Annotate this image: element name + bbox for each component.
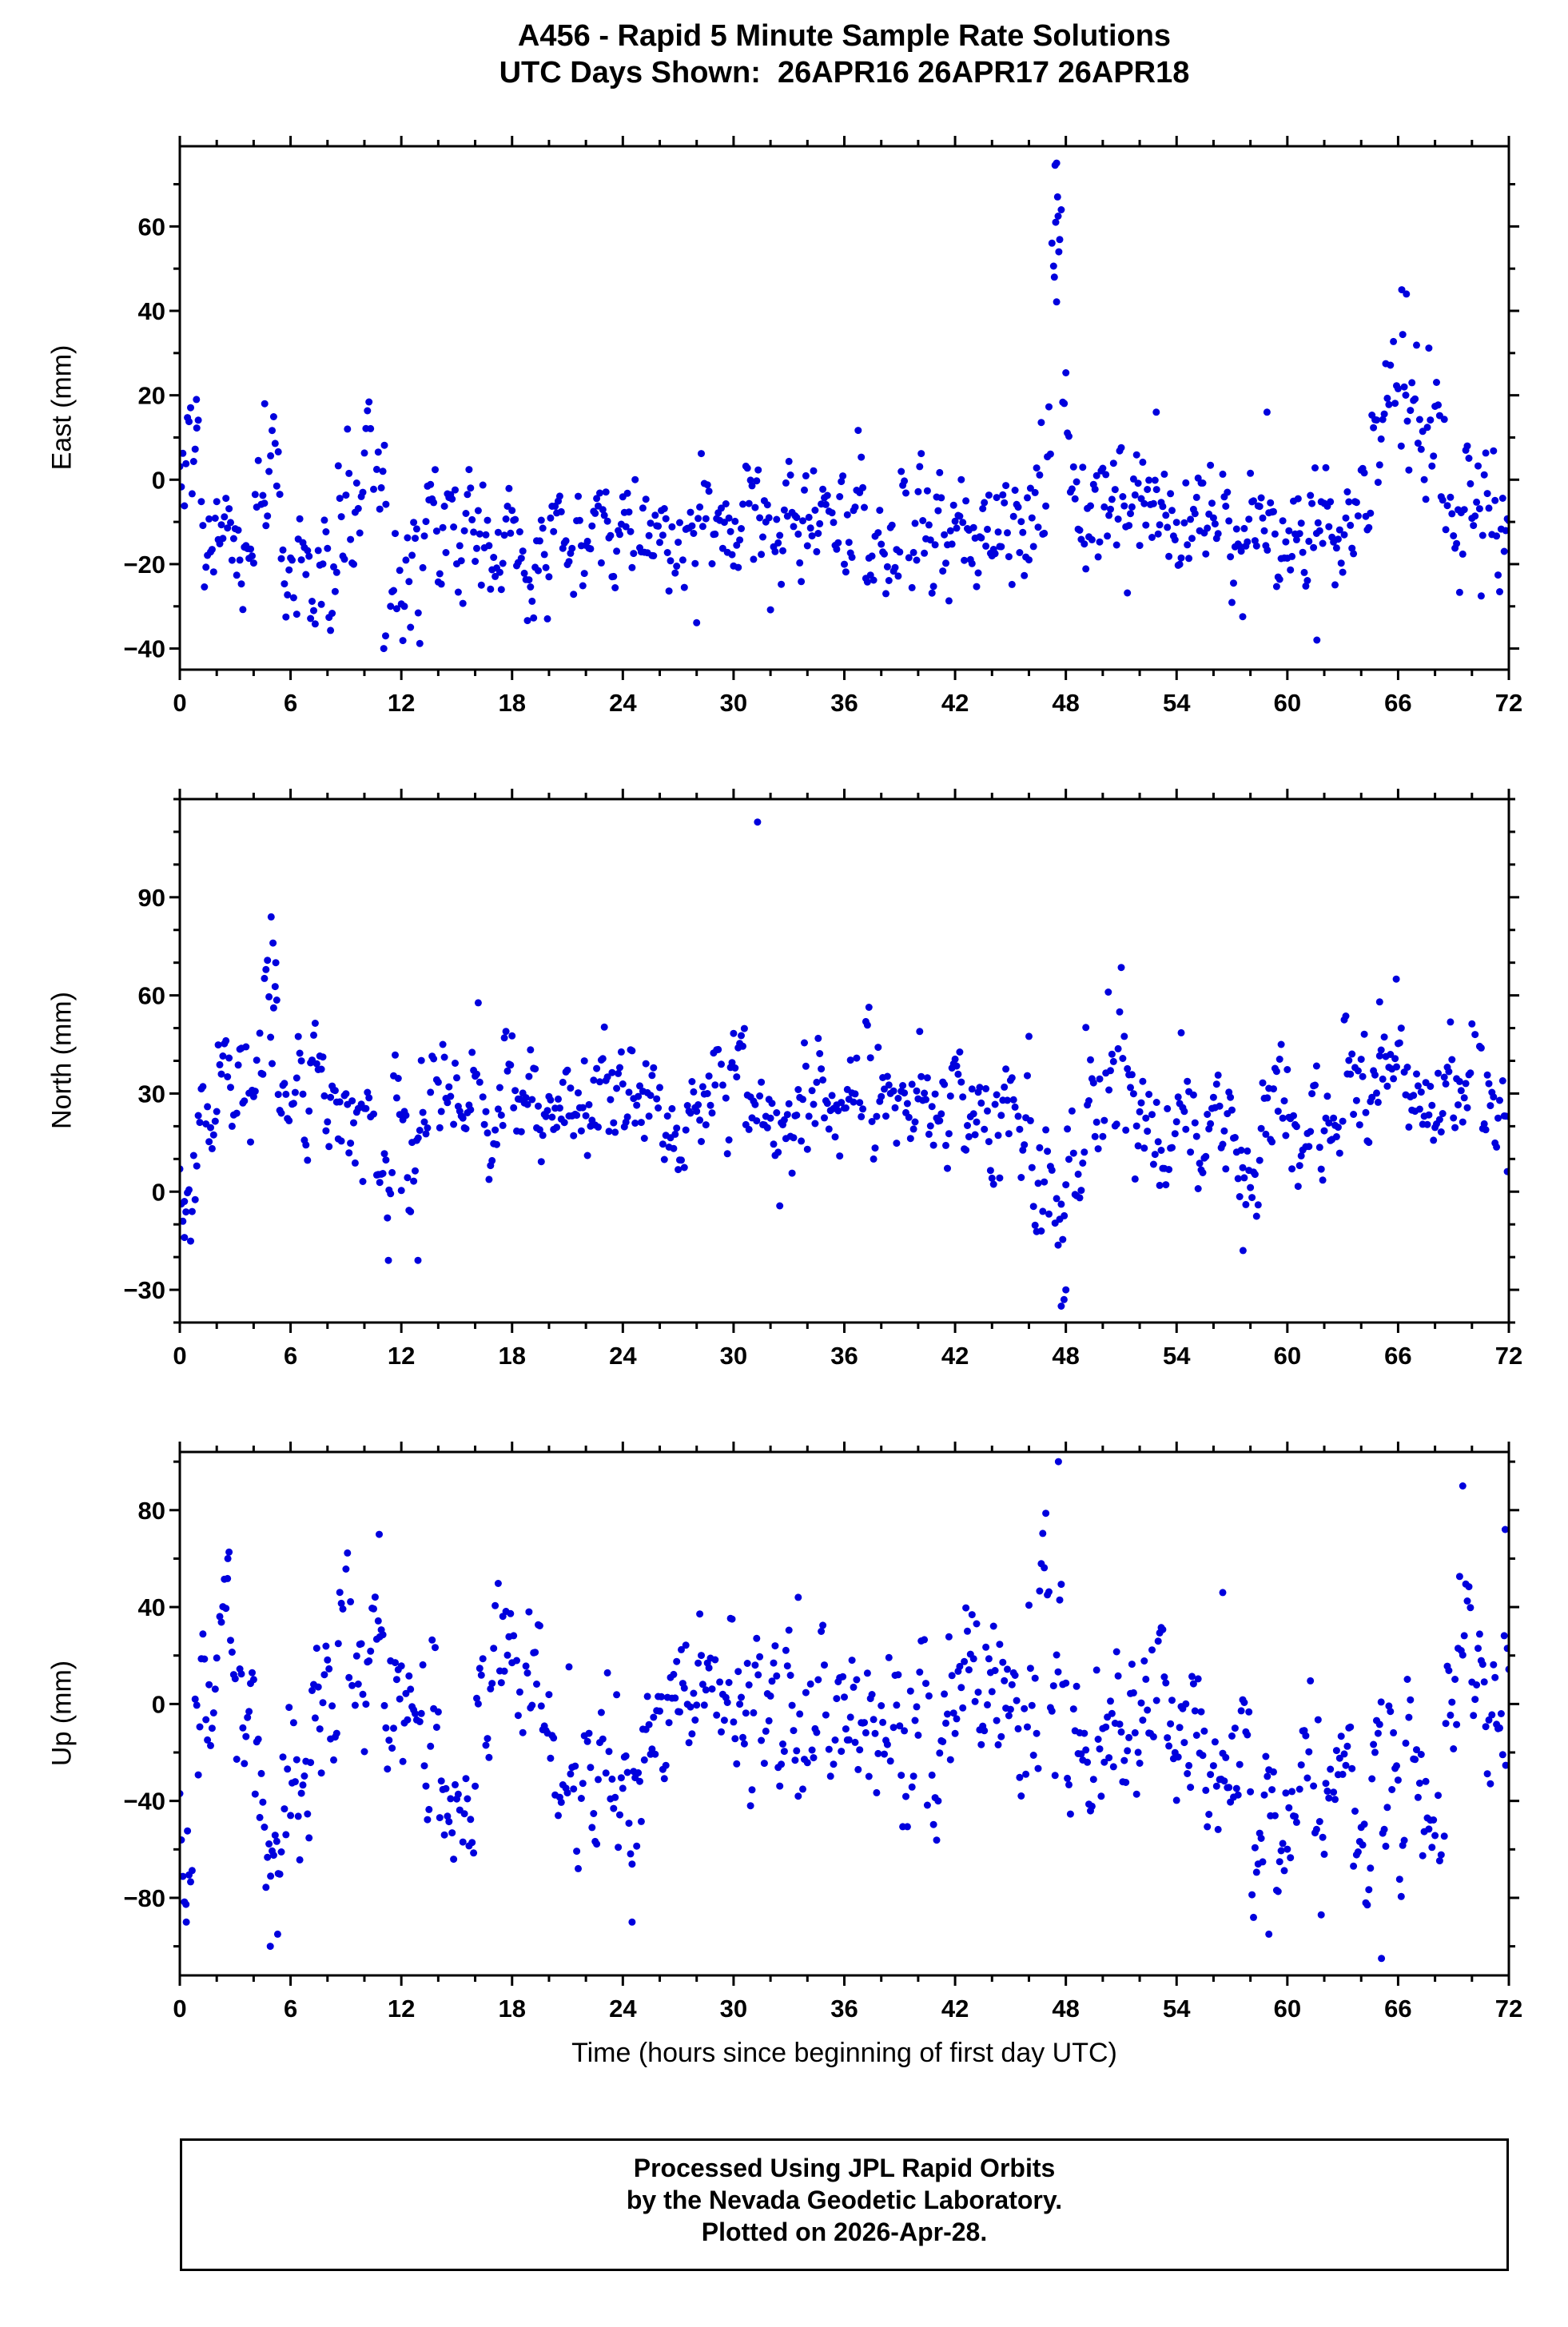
chart-title-line2: UTC Days Shown: 26APR16 26APR17 26APR18 bbox=[499, 56, 1190, 90]
up-x-tick-label: 72 bbox=[1495, 1995, 1522, 2023]
up-x-tick-label: 42 bbox=[941, 1995, 969, 2023]
east-frame bbox=[178, 145, 1510, 671]
north-y-tick-label: 0 bbox=[152, 1178, 165, 1206]
up-ticks bbox=[169, 1442, 1519, 1986]
north-x-tick-label: 54 bbox=[1163, 1342, 1191, 1370]
north-plot-area: 0 6 12 18 24 30 36 42 48 54 60 66 72 −30 0 30 60 90 bbox=[123, 789, 1522, 1370]
east-x-tick-label: 60 bbox=[1274, 689, 1301, 717]
east-x-tick-label: 12 bbox=[388, 689, 415, 717]
east-y-tick-label: 60 bbox=[138, 213, 165, 241]
up-x-tick-label: 6 bbox=[284, 1995, 297, 2023]
north-ticks bbox=[169, 789, 1519, 1333]
east-x-tick-label: 54 bbox=[1163, 689, 1191, 717]
north-y-tick-label: 30 bbox=[138, 1080, 165, 1108]
up-x-tick-label: 30 bbox=[720, 1995, 747, 2023]
north-x-tick-label: 12 bbox=[388, 1342, 415, 1370]
east-scatter-panel: 0 6 12 18 24 30 36 42 48 54 60 66 72 −40 −20 0 20 40 60 bbox=[123, 136, 1522, 717]
up-y-tick-label: 40 bbox=[138, 1593, 165, 1621]
east-y-tick-label: 0 bbox=[152, 466, 165, 494]
y-axis-label-north: North (mm) bbox=[46, 992, 78, 1129]
north-scatter-points bbox=[180, 818, 1509, 1310]
east-y-tick-label: 20 bbox=[138, 382, 165, 410]
north-x-tick-label: 60 bbox=[1274, 1342, 1301, 1370]
up-y-tick-label: 0 bbox=[152, 1690, 165, 1718]
east-x-tick-label: 42 bbox=[941, 689, 969, 717]
up-frame bbox=[178, 1450, 1510, 1977]
east-plot-area: 0 6 12 18 24 30 36 42 48 54 60 66 72 −40 −20 0 20 40 60 bbox=[123, 136, 1522, 717]
up-x-tick-label: 0 bbox=[173, 1995, 186, 2023]
footer-line1: Processed Using JPL Rapid Orbits bbox=[633, 2154, 1056, 2182]
up-y-tick-label: −80 bbox=[123, 1884, 165, 1912]
north-tick-labels: 0 6 12 18 24 30 36 42 48 54 60 66 72 −30 0 30 60 90 bbox=[123, 884, 1522, 1370]
up-plot-area: 0 6 12 18 24 30 36 42 48 54 60 66 72 −80 −40 0 40 80 bbox=[123, 1442, 1522, 2023]
east-x-tick-label: 36 bbox=[830, 689, 858, 717]
north-x-tick-label: 72 bbox=[1495, 1342, 1522, 1370]
east-tick-labels: 0 6 12 18 24 30 36 42 48 54 60 66 72 −40 −20 0 20 40 60 bbox=[123, 213, 1522, 717]
east-ticks bbox=[169, 136, 1519, 680]
y-axis-label-east: East (mm) bbox=[46, 344, 78, 471]
north-y-tick-label: 60 bbox=[138, 982, 165, 1010]
up-x-tick-label: 48 bbox=[1052, 1995, 1079, 2023]
north-y-tick-label: −30 bbox=[123, 1276, 165, 1304]
x-axis-label: Time (hours since beginning of first day… bbox=[571, 2038, 1117, 2068]
north-x-tick-label: 18 bbox=[499, 1342, 526, 1370]
up-y-tick-label: −40 bbox=[123, 1788, 165, 1816]
east-x-tick-label: 24 bbox=[609, 689, 637, 717]
up-y-tick-label: 80 bbox=[138, 1497, 165, 1525]
east-x-tick-label: 6 bbox=[284, 689, 297, 717]
north-y-tick-label: 90 bbox=[138, 884, 165, 912]
up-x-tick-label: 12 bbox=[388, 1995, 415, 2023]
up-scatter-panel: 0 6 12 18 24 30 36 42 48 54 60 66 72 −80 −40 0 40 80 bbox=[123, 1442, 1522, 2023]
east-scatter-points bbox=[180, 159, 1509, 653]
east-x-tick-label: 18 bbox=[499, 689, 526, 717]
footer-line3: Plotted on 2026-Apr-28. bbox=[701, 2218, 988, 2246]
north-x-tick-label: 36 bbox=[830, 1342, 858, 1370]
up-x-tick-label: 36 bbox=[830, 1995, 858, 2023]
north-x-tick-label: 66 bbox=[1384, 1342, 1411, 1370]
east-x-tick-label: 66 bbox=[1384, 689, 1411, 717]
north-x-tick-label: 42 bbox=[941, 1342, 969, 1370]
east-y-tick-label: 40 bbox=[138, 297, 165, 325]
east-x-tick-label: 72 bbox=[1495, 689, 1522, 717]
north-x-tick-label: 48 bbox=[1052, 1342, 1079, 1370]
up-x-tick-label: 66 bbox=[1384, 1995, 1411, 2023]
up-x-tick-label: 18 bbox=[499, 1995, 526, 2023]
up-x-tick-label: 54 bbox=[1163, 1995, 1191, 2023]
up-x-tick-label: 60 bbox=[1274, 1995, 1301, 2023]
east-x-tick-label: 30 bbox=[720, 689, 747, 717]
up-scatter-points bbox=[180, 1458, 1509, 1963]
up-x-tick-label: 24 bbox=[609, 1995, 637, 2023]
chart-title-line1: A456 - Rapid 5 Minute Sample Rate Soluti… bbox=[517, 19, 1172, 53]
north-scatter-panel: 0 6 12 18 24 30 36 42 48 54 60 66 72 −30 0 30 60 90 bbox=[123, 789, 1522, 1370]
north-x-tick-label: 30 bbox=[720, 1342, 747, 1370]
east-y-tick-label: −40 bbox=[123, 635, 165, 663]
east-x-tick-label: 48 bbox=[1052, 689, 1079, 717]
footer-line2: by the Nevada Geodetic Laboratory. bbox=[626, 2186, 1063, 2214]
north-x-tick-label: 0 bbox=[173, 1342, 186, 1370]
north-frame bbox=[178, 798, 1510, 1324]
east-y-tick-label: −20 bbox=[123, 551, 165, 579]
y-axis-label-up: Up (mm) bbox=[46, 1660, 78, 1767]
east-x-tick-label: 0 bbox=[173, 689, 186, 717]
footer-box: Processed Using JPL Rapid Orbits by the … bbox=[180, 2138, 1509, 2271]
north-x-tick-label: 6 bbox=[284, 1342, 297, 1370]
north-x-tick-label: 24 bbox=[609, 1342, 637, 1370]
up-tick-labels: 0 6 12 18 24 30 36 42 48 54 60 66 72 −80 −40 0 40 80 bbox=[123, 1497, 1522, 2023]
